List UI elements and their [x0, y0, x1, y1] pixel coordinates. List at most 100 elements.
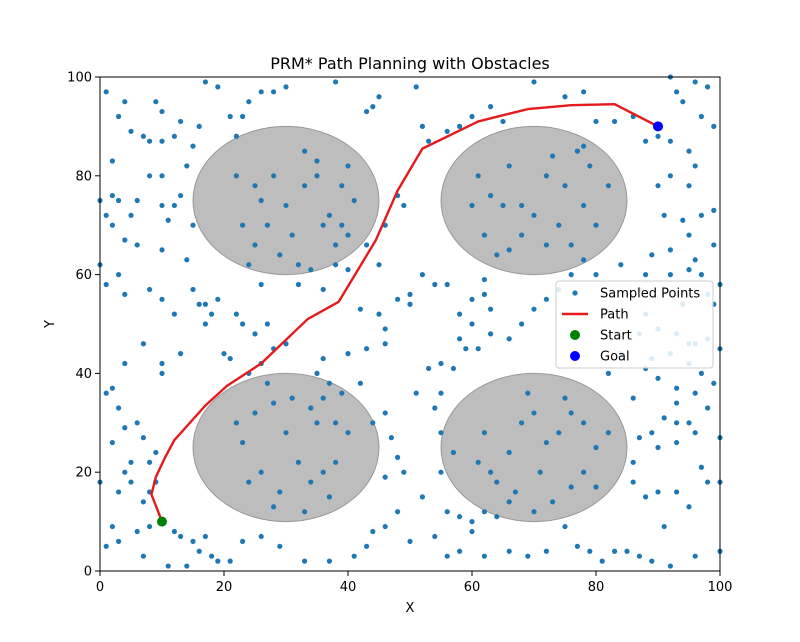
- sampled-point: [661, 523, 667, 530]
- sampled-point: [581, 202, 587, 209]
- sampled-point: [271, 504, 277, 510]
- sampled-point: [333, 459, 339, 465]
- sampled-point: [165, 563, 171, 569]
- sampled-point: [655, 183, 661, 189]
- sampled-point: [178, 351, 184, 357]
- sampled-point: [568, 242, 574, 248]
- sampled-point: [581, 143, 587, 149]
- obstacle-2: [440, 125, 628, 276]
- sampled-point: [494, 479, 500, 485]
- sampled-point: [525, 553, 531, 559]
- legend-label-goal: Goal: [600, 350, 630, 365]
- sampled-point: [103, 543, 109, 549]
- sampled-point: [506, 163, 512, 169]
- sampled-point: [320, 222, 326, 228]
- sampled-point: [134, 242, 140, 248]
- sampled-point: [134, 420, 140, 426]
- sampled-point: [438, 360, 444, 367]
- y-tick-label: 0: [84, 565, 92, 580]
- legend-start-icon: [570, 330, 580, 340]
- sampled-point: [209, 553, 215, 559]
- sampled-point: [692, 257, 698, 263]
- sampled-point: [178, 192, 184, 199]
- sampled-point: [196, 548, 202, 554]
- sampled-point: [227, 355, 233, 362]
- sampled-point: [506, 548, 512, 554]
- sampled-point: [326, 212, 332, 218]
- x-tick-label: 0: [96, 580, 104, 595]
- sampled-point: [698, 464, 705, 470]
- sampled-point: [345, 351, 351, 357]
- sampled-point: [550, 153, 556, 159]
- sampled-point: [140, 133, 146, 139]
- sampled-point: [364, 108, 370, 115]
- sampled-point: [630, 459, 636, 465]
- sampled-point: [122, 360, 128, 367]
- sampled-point: [240, 538, 246, 544]
- sampled-point: [233, 173, 239, 179]
- sampled-point: [605, 183, 612, 189]
- y-tick-label: 20: [75, 466, 92, 481]
- sampled-point: [109, 158, 115, 164]
- sampled-point: [246, 479, 252, 485]
- sampled-point: [543, 548, 550, 554]
- sampled-point: [295, 459, 301, 465]
- sampled-point: [612, 548, 618, 554]
- sampled-point: [649, 252, 655, 258]
- sampled-point: [494, 514, 500, 520]
- sampled-point: [686, 183, 692, 189]
- sampled-point: [252, 331, 258, 337]
- sampled-point: [698, 272, 705, 278]
- sampled-point: [419, 123, 425, 129]
- sampled-point: [581, 420, 587, 426]
- sampled-point: [320, 395, 326, 401]
- sampled-point: [469, 202, 475, 209]
- sampled-point: [122, 291, 128, 297]
- sampled-point: [463, 346, 469, 352]
- sampled-point: [692, 163, 698, 169]
- sampled-point: [159, 138, 165, 144]
- sampled-point: [109, 385, 115, 391]
- legend-label-start: Start: [600, 329, 632, 344]
- plot-frame: [99, 76, 721, 572]
- sampled-point: [128, 479, 134, 485]
- sampled-point: [240, 439, 246, 446]
- sampled-point: [531, 410, 537, 416]
- sampled-point: [370, 420, 376, 426]
- sampled-point: [240, 321, 246, 327]
- sampled-point: [531, 212, 537, 218]
- sampled-point: [686, 420, 692, 426]
- sampled-point: [519, 232, 525, 238]
- sampled-point: [395, 509, 401, 515]
- sampled-point: [109, 523, 115, 530]
- sampled-point: [345, 163, 351, 169]
- sampled-point: [283, 84, 289, 90]
- obstacles-layer: [192, 125, 628, 523]
- sampled-point: [326, 558, 332, 564]
- sampled-point: [171, 133, 177, 139]
- sampled-point: [140, 553, 146, 559]
- legend-sampled-points-icon: [572, 290, 578, 296]
- obstacle-4: [440, 372, 628, 523]
- sampled-point: [636, 435, 643, 441]
- sampled-point: [692, 430, 698, 436]
- sampled-point: [190, 286, 196, 293]
- sampled-point: [196, 123, 202, 129]
- sampled-points-layer: [97, 74, 723, 569]
- sampled-point: [302, 509, 308, 515]
- sampled-point: [667, 563, 674, 569]
- sampled-point: [419, 272, 425, 278]
- sampled-point: [314, 158, 320, 164]
- sampled-point: [376, 262, 382, 268]
- sampled-point: [184, 163, 190, 169]
- sampled-point: [320, 355, 326, 362]
- sampled-point: [364, 242, 370, 248]
- sampled-point: [494, 252, 500, 258]
- sampled-point: [302, 558, 308, 564]
- sampled-point: [277, 489, 283, 495]
- sampled-point: [302, 183, 308, 189]
- sampled-point: [432, 405, 438, 411]
- sampled-point: [481, 430, 487, 436]
- sampled-point: [128, 212, 134, 218]
